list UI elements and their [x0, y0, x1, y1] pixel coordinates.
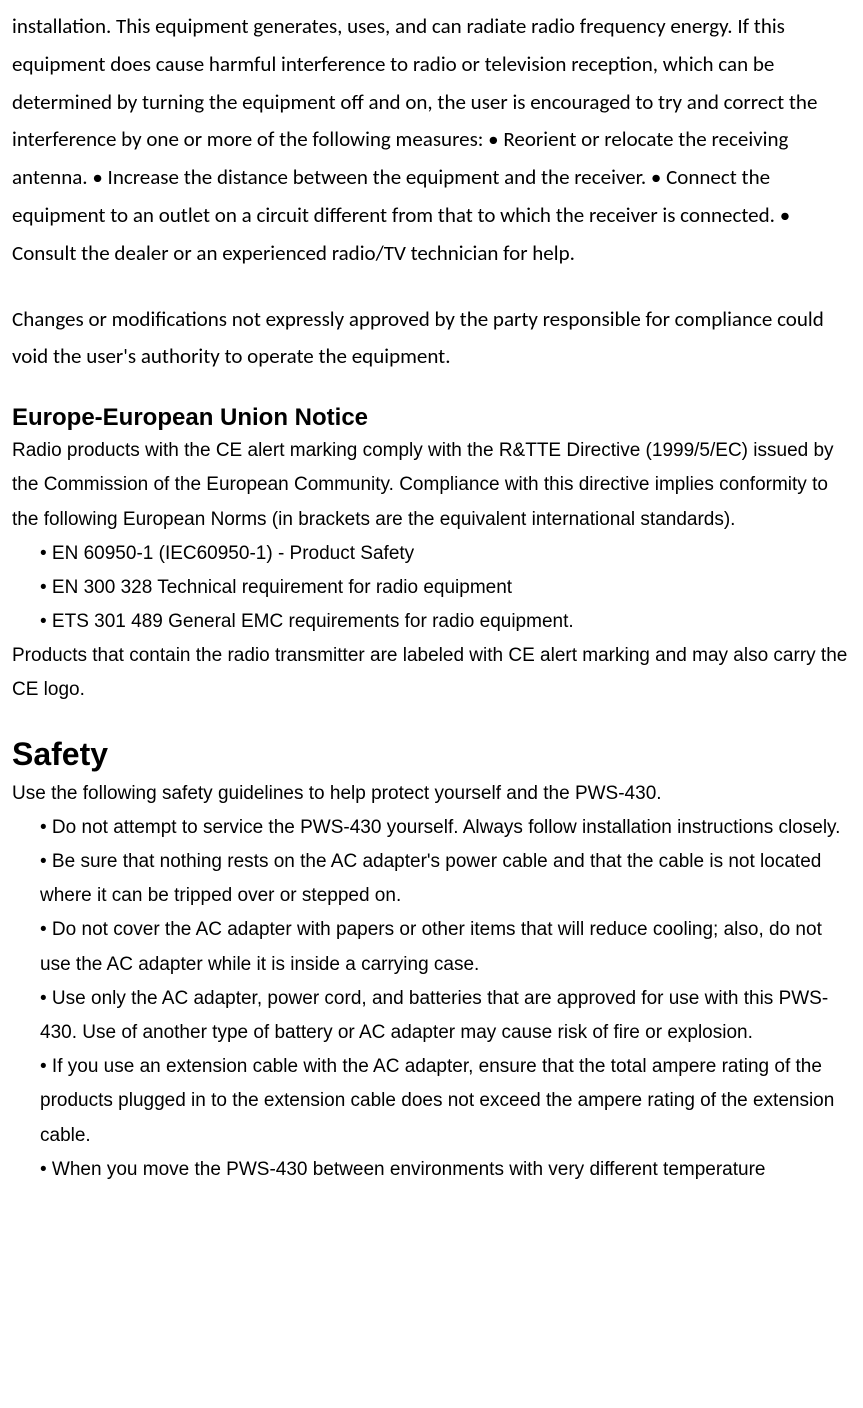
eu-outro: Products that contain the radio transmit…: [12, 639, 851, 707]
safety-item: • When you move the PWS-430 between envi…: [40, 1153, 851, 1187]
eu-heading: Europe-European Union Notice: [12, 404, 851, 432]
eu-intro: Radio products with the CE alert marking…: [12, 434, 851, 537]
safety-intro: Use the following safety guidelines to h…: [12, 777, 851, 811]
eu-norm-item: • EN 60950-1 (IEC60950-1) - Product Safe…: [40, 537, 851, 571]
eu-norms-list: • EN 60950-1 (IEC60950-1) - Product Safe…: [12, 537, 851, 640]
safety-section: Use the following safety guidelines to h…: [12, 777, 851, 1187]
eu-norm-item: • EN 300 328 Technical requirement for r…: [40, 571, 851, 605]
spacer: [12, 376, 851, 404]
fcc-paragraph-1: installation. This equipment generates, …: [12, 8, 851, 273]
eu-section: Radio products with the CE alert marking…: [12, 434, 851, 708]
safety-heading: Safety: [12, 736, 851, 773]
fcc-paragraph-2: Changes or modifications not expressly a…: [12, 301, 851, 377]
safety-item: • Be sure that nothing rests on the AC a…: [40, 845, 851, 913]
safety-item: • Do not attempt to service the PWS-430 …: [40, 811, 851, 845]
safety-list: • Do not attempt to service the PWS-430 …: [12, 811, 851, 1187]
safety-item: • Use only the AC adapter, power cord, a…: [40, 982, 851, 1050]
spacer: [12, 273, 851, 301]
safety-item: • Do not cover the AC adapter with paper…: [40, 913, 851, 981]
fcc-section: installation. This equipment generates, …: [12, 8, 851, 376]
eu-norm-item: • ETS 301 489 General EMC requirements f…: [40, 605, 851, 639]
safety-item: • If you use an extension cable with the…: [40, 1050, 851, 1153]
